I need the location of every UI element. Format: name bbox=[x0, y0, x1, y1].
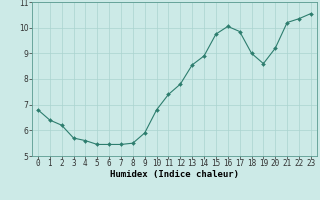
X-axis label: Humidex (Indice chaleur): Humidex (Indice chaleur) bbox=[110, 170, 239, 179]
